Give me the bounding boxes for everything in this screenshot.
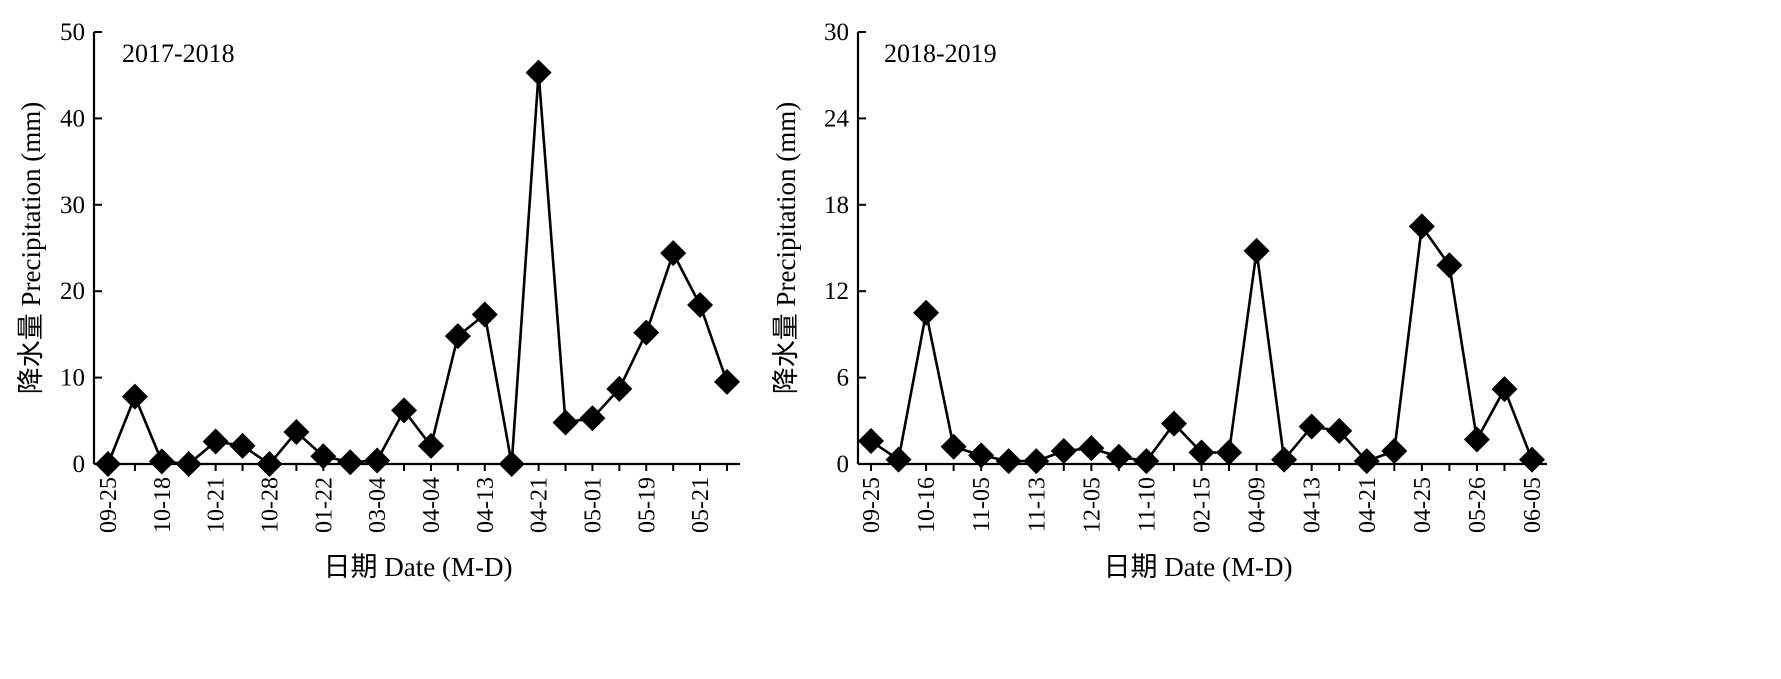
x-tick-label: 09-25 xyxy=(96,477,122,533)
data-point xyxy=(121,383,148,410)
x-tick-label: 10-16 xyxy=(914,477,940,533)
y-tick-label: 10 xyxy=(60,365,85,392)
data-point xyxy=(337,449,364,476)
data-point xyxy=(1353,448,1380,475)
data-point xyxy=(1105,443,1132,470)
y-tick-label: 50 xyxy=(60,19,85,46)
data-point xyxy=(858,427,884,454)
x-tick-label: 05-01 xyxy=(580,477,606,533)
y-tick-label: 24 xyxy=(824,105,850,132)
series-line xyxy=(106,72,729,466)
x-tick-label: 10-28 xyxy=(257,477,283,533)
x-tick-label: 04-13 xyxy=(473,477,499,533)
data-point xyxy=(1160,410,1187,437)
data-point xyxy=(633,319,660,346)
data-point xyxy=(660,240,687,267)
data-point xyxy=(148,448,175,475)
panel-label: 2017-2018 xyxy=(122,39,235,68)
data-point xyxy=(940,433,967,460)
x-tick-label: 04-25 xyxy=(1410,477,1436,533)
y-tick-label: 6 xyxy=(837,365,850,392)
x-tick-label: 05-21 xyxy=(688,477,714,533)
data-point xyxy=(391,397,418,424)
data-point xyxy=(525,59,552,86)
data-point xyxy=(552,409,579,436)
data-point xyxy=(310,443,337,470)
data-point xyxy=(1381,438,1408,465)
data-point xyxy=(417,432,444,459)
x-tick-label: 04-13 xyxy=(1300,477,1326,533)
data-point xyxy=(714,368,740,395)
data-point xyxy=(1463,426,1490,453)
x-tick-label: 11-13 xyxy=(1024,477,1050,532)
data-point xyxy=(1133,448,1160,475)
y-tick-label: 40 xyxy=(60,105,85,132)
data-point xyxy=(968,442,995,469)
data-point xyxy=(1519,446,1545,473)
chart-panel-1: 0 10 20 30 40 50 09-25 10-18 10-21 10-28 01-22 03-0… xyxy=(16,19,740,582)
data-point xyxy=(1078,435,1105,462)
x-tick-label: 05-26 xyxy=(1465,477,1491,533)
x-tick-label: 11-05 xyxy=(969,477,995,532)
y-axis-title: 降水量 Precipitation (mm) xyxy=(771,102,801,394)
x-tick-label: 10-21 xyxy=(204,477,230,533)
data-point xyxy=(1188,439,1215,466)
data-point xyxy=(283,419,310,446)
x-tick-label: 12-05 xyxy=(1079,477,1105,533)
data-point xyxy=(1271,446,1298,473)
x-axis-title: 日期 Date (M-D) xyxy=(1104,552,1293,582)
data-point xyxy=(498,451,525,477)
x-tick-label: 11-10 xyxy=(1134,477,1160,532)
data-point xyxy=(885,446,912,473)
y-tick-label: 0 xyxy=(837,451,850,478)
y-tick-label: 30 xyxy=(824,19,849,46)
y-tick-label: 12 xyxy=(824,278,849,305)
x-axis-title: 日期 Date (M-D) xyxy=(324,552,513,582)
data-point xyxy=(1408,213,1435,240)
data-point xyxy=(606,375,633,402)
x-tick-label: 04-21 xyxy=(1355,477,1381,533)
data-point xyxy=(444,323,471,350)
data-point xyxy=(1298,413,1325,440)
y-tick-label: 30 xyxy=(60,192,85,219)
data-point xyxy=(913,299,940,326)
data-point xyxy=(256,451,283,477)
data-point xyxy=(579,405,606,432)
chart-panel-2: 0 6 12 18 24 30 09-25 10-16 11-05 11-13 12-05 11-10… xyxy=(771,19,1547,582)
data-point xyxy=(995,448,1022,475)
y-axis-title: 降水量 Precipitation (mm) xyxy=(16,102,46,394)
x-tick-label: 03-04 xyxy=(365,477,391,533)
x-tick-label: 04-04 xyxy=(419,477,445,533)
x-tick-label: 02-15 xyxy=(1190,477,1216,533)
x-tick-label: 09-25 xyxy=(859,477,885,533)
x-tick-label: 04-21 xyxy=(527,477,553,533)
data-point xyxy=(1436,252,1463,279)
x-tick-label: 01-22 xyxy=(311,477,337,533)
series-line xyxy=(870,222,1534,463)
data-point xyxy=(229,432,256,459)
data-point xyxy=(95,451,121,477)
x-tick-label: 10-18 xyxy=(150,477,176,533)
data-point xyxy=(175,451,202,477)
data-point xyxy=(1216,439,1243,466)
data-point xyxy=(687,292,714,319)
y-tick-label: 18 xyxy=(824,192,849,219)
data-point xyxy=(202,428,229,455)
y-tick-label: 0 xyxy=(73,451,86,478)
data-point xyxy=(364,447,391,474)
data-point xyxy=(1023,448,1050,475)
data-point xyxy=(1050,438,1077,465)
x-tick-label: 05-19 xyxy=(634,477,660,533)
x-tick-label: 04-09 xyxy=(1245,477,1271,533)
data-point xyxy=(1243,237,1270,264)
data-point xyxy=(1491,376,1518,403)
data-point xyxy=(1326,417,1353,444)
x-tick-label: 06-05 xyxy=(1520,477,1546,533)
panel-label: 2018-2019 xyxy=(884,39,997,68)
data-point xyxy=(471,301,498,328)
y-tick-label: 20 xyxy=(60,278,85,305)
